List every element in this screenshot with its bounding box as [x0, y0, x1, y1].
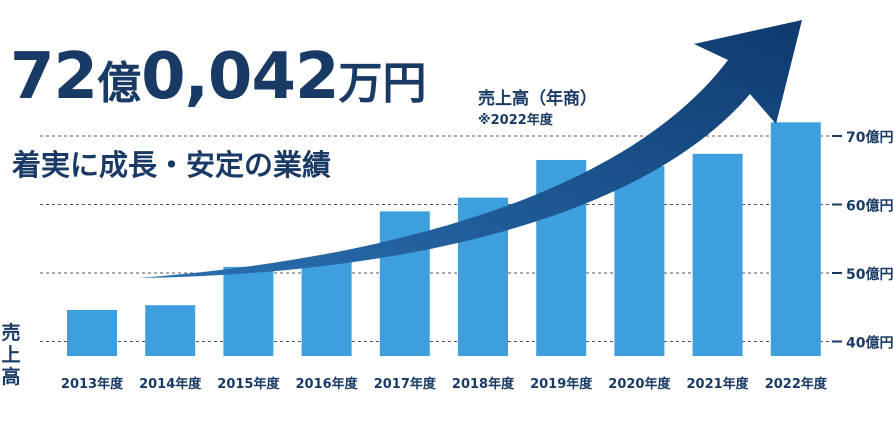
bar [223, 266, 274, 356]
bar [614, 166, 665, 356]
chart-subtitle: 着実に成長・安定の業績 [12, 148, 332, 182]
y-tick-label: 70億円 [846, 129, 893, 146]
x-tick-label: 2016年度 [296, 376, 359, 392]
x-axis-labels: 2013年度 2014年度 2015年度 2016年度 2017年度 2018年度 2019… [61, 376, 828, 392]
y-axis-ticks: 40億円 50億円 60億円 70億円 [832, 129, 893, 352]
y-tick-label: 40億円 [846, 335, 893, 352]
y-axis-label: 売 上 高 [0, 322, 22, 388]
revenue-man-unit: 万円 [338, 58, 427, 109]
y-tick-label: 60億円 [846, 198, 893, 215]
x-tick-label: 2013年度 [61, 376, 124, 392]
x-tick-label: 2019年度 [530, 376, 593, 392]
x-tick-label: 2018年度 [452, 376, 515, 392]
bar [770, 122, 821, 356]
x-tick-label: 2014年度 [139, 376, 202, 392]
x-tick-label: 2015年度 [217, 376, 280, 392]
growth-arrow [138, 20, 802, 278]
bar [67, 309, 117, 356]
revenue-oku-unit: 億 [97, 58, 142, 109]
bar [301, 257, 352, 356]
y-axis-label-char: 売 [1, 322, 21, 344]
x-tick-label: 2021年度 [687, 376, 750, 392]
y-tick-label: 50億円 [846, 266, 893, 283]
revenue-man-number: 0,042 [141, 40, 339, 114]
revenue-label-box: 売上高（年商） ※2022年度 [478, 84, 597, 128]
y-axis-label-char: 上 [1, 344, 21, 366]
revenue-label: 売上高（年商） [478, 89, 597, 109]
y-axis-label-char: 高 [1, 366, 21, 388]
bar [692, 153, 743, 356]
x-tick-label: 2022年度 [765, 376, 828, 392]
revenue-headline: 72億0,042万円 [10, 40, 427, 114]
revenue-oku-number: 72 [10, 40, 98, 114]
x-tick-label: 2020年度 [608, 376, 671, 392]
revenue-note: ※2022年度 [478, 113, 553, 128]
bar [145, 305, 196, 356]
bars [67, 122, 821, 356]
x-tick-label: 2017年度 [374, 376, 437, 392]
